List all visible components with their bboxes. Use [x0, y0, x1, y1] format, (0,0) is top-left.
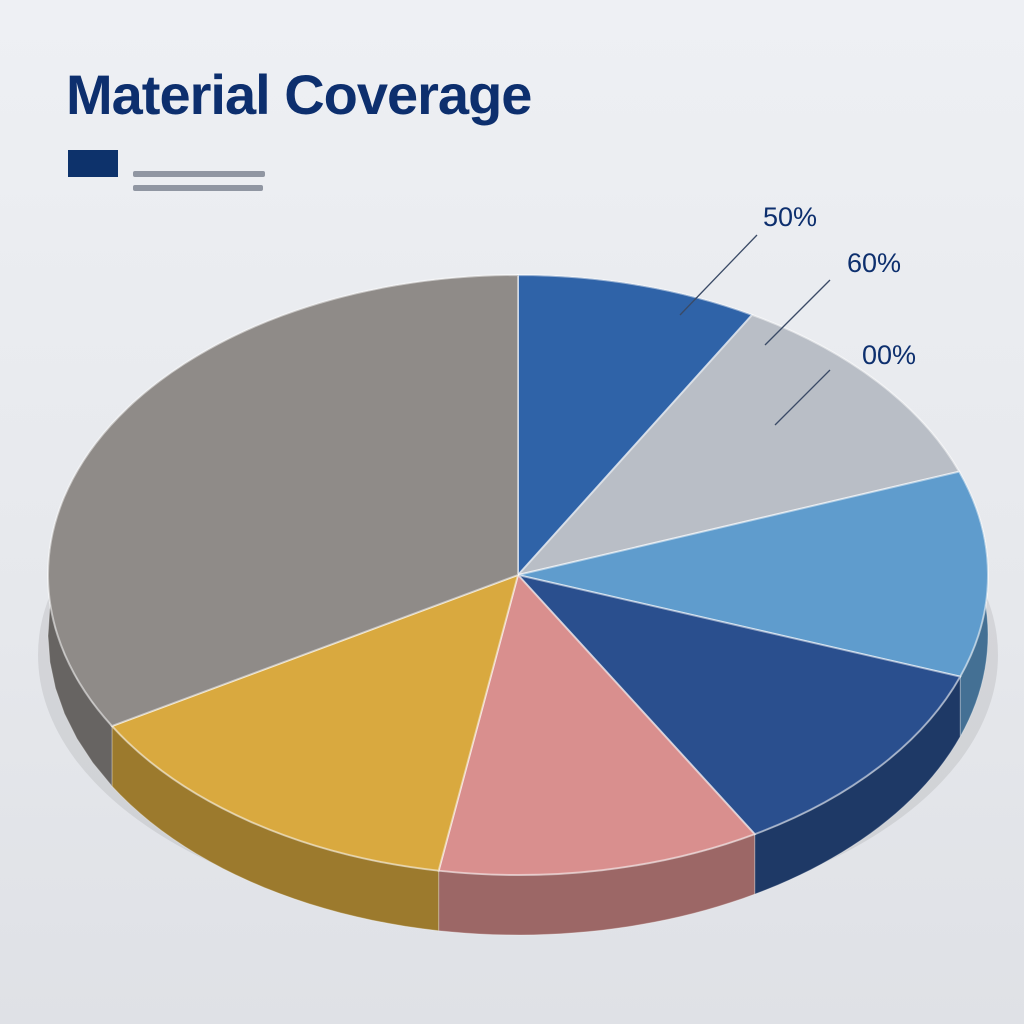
legend-swatch	[68, 150, 118, 177]
annotation-leader-line	[774, 369, 831, 426]
chart-title: Material Coverage	[66, 63, 532, 126]
pie-slice	[110, 573, 520, 872]
pie-slice	[437, 572, 757, 876]
legend-text-decoration	[133, 171, 265, 177]
annotation-leader-line	[764, 279, 831, 346]
pie-slice	[47, 273, 519, 728]
annotation-label: 00%	[862, 340, 917, 370]
annotation-leader-line	[679, 234, 758, 316]
pie-slice	[517, 470, 989, 678]
legend-text-decoration	[133, 185, 263, 191]
pie-slice	[515, 313, 961, 577]
pie-slice	[515, 573, 962, 836]
pie-slice	[517, 273, 754, 578]
annotation-label: 60%	[847, 248, 902, 278]
annotation-label: 50%	[763, 202, 818, 232]
